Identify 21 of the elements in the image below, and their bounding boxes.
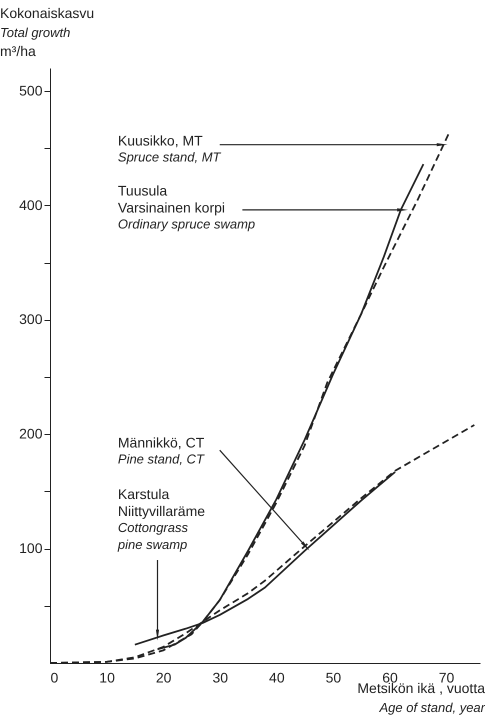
y-axis-title: Kokonaiskasvu Total growth m³/ha	[0, 5, 94, 59]
annotation: Pine stand, CT	[118, 451, 205, 466]
y-tick-label: 200	[19, 426, 43, 442]
annotation: Männikkö, CT	[118, 434, 205, 450]
annotation: Kuusikko, MT	[118, 132, 204, 148]
y-tick-label: 500	[19, 82, 43, 98]
annotation: Karstula Niittyvillaräme	[118, 486, 206, 519]
x-tick-label: 70	[438, 670, 455, 686]
annotation: Spruce stand, MT	[118, 149, 222, 164]
y-tick-label: 100	[19, 540, 43, 556]
annotation: Ordinary spruce swamp	[118, 216, 256, 232]
annotation: Cottongrass pine swamp	[116, 520, 188, 552]
x-tick-label: 30	[212, 670, 228, 686]
x-tick-label: 50	[326, 670, 342, 686]
x-tick-label: 10	[99, 670, 116, 686]
y-tick-label: 300	[19, 311, 43, 328]
y-tick-label: 400	[19, 196, 43, 213]
x-tick-label: 40	[269, 670, 285, 686]
annotation: Tuusula Varsinainen korpi	[118, 182, 226, 216]
x-tick-label: 0	[50, 670, 58, 686]
x-tick-label: 20	[156, 670, 172, 686]
